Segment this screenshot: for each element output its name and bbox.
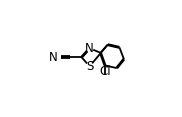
Text: N: N — [85, 42, 94, 55]
Text: S: S — [86, 60, 93, 73]
Text: N: N — [48, 51, 57, 64]
Text: Cl: Cl — [99, 65, 111, 79]
